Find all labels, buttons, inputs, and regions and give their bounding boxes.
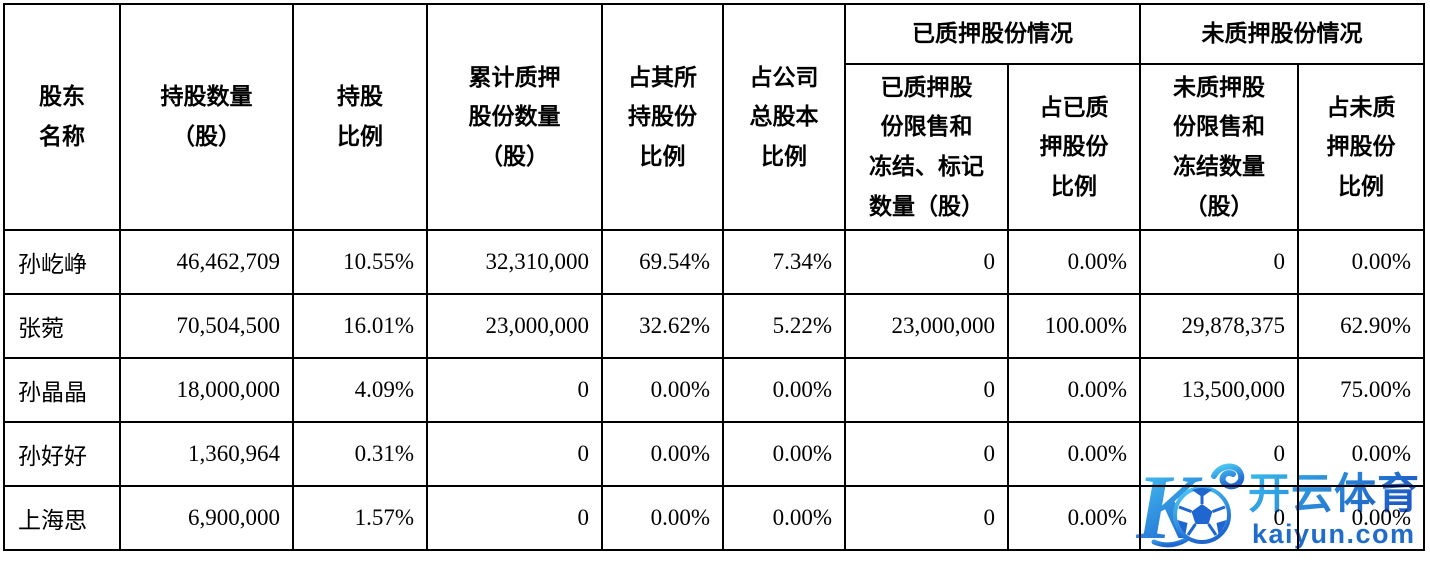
cell-unpledged-restricted-frozen: 13,500,000 — [1139, 357, 1299, 423]
table-header: 股东 名称 持股数量 （股） 持股 比例 累计质押 股份数量 （股） 占其所 持… — [3, 3, 1425, 231]
cell-cumulative-pledged: 0 — [426, 485, 603, 551]
cell-pledged-restricted-frozen: 0 — [844, 421, 1009, 487]
cell-holding-ratio: 16.01% — [292, 293, 428, 359]
cell-pct-of-total-capital: 0.00% — [722, 485, 846, 551]
cell-pct-of-total-capital: 5.22% — [722, 293, 846, 359]
cell-shares-held: 46,462,709 — [119, 229, 294, 295]
cell-pledged-restricted-frozen: 0 — [844, 357, 1009, 423]
cell-pct-of-unpledged: 0.00% — [1297, 421, 1425, 487]
cell-pct-of-total-capital: 7.34% — [722, 229, 846, 295]
cell-pledged-restricted-frozen: 23,000,000 — [844, 293, 1009, 359]
cell-cumulative-pledged: 0 — [426, 357, 603, 423]
cell-holding-ratio: 10.55% — [292, 229, 428, 295]
table-row: 孙屹峥 46,462,709 10.55% 32,310,000 69.54% … — [3, 229, 1425, 295]
header-pct-of-unpledged: 占未质 押股份 比例 — [1297, 63, 1425, 231]
cell-unpledged-restricted-frozen: 29,878,375 — [1139, 293, 1299, 359]
cell-unpledged-restricted-frozen: 0 — [1139, 421, 1299, 487]
cell-cumulative-pledged: 0 — [426, 421, 603, 487]
header-unpledged-restricted-frozen: 未质押股 份限售和 冻结数量 （股） — [1139, 63, 1299, 231]
cell-pct-of-unpledged: 75.00% — [1297, 357, 1425, 423]
header-shareholder-name: 股东 名称 — [3, 3, 121, 231]
table-row: 孙晶晶 18,000,000 4.09% 0 0.00% 0.00% 0 0.0… — [3, 357, 1425, 423]
cell-pledged-restricted-frozen: 0 — [844, 229, 1009, 295]
cell-shareholder-name: 张菀 — [3, 293, 121, 359]
cell-pct-of-unpledged: 0.00% — [1297, 485, 1425, 551]
share-pledge-table: 股东 名称 持股数量 （股） 持股 比例 累计质押 股份数量 （股） 占其所 持… — [3, 3, 1425, 551]
cell-pct-of-total-capital: 0.00% — [722, 421, 846, 487]
header-group-unpledged: 未质押股份情况 — [1139, 3, 1425, 65]
cell-shares-held: 1,360,964 — [119, 421, 294, 487]
cell-pct-of-pledged: 100.00% — [1007, 293, 1141, 359]
cell-pct-of-unpledged: 0.00% — [1297, 229, 1425, 295]
cell-holding-ratio: 4.09% — [292, 357, 428, 423]
cell-shares-held: 70,504,500 — [119, 293, 294, 359]
cell-shareholder-name: 孙晶晶 — [3, 357, 121, 423]
cell-pct-of-own-holdings: 69.54% — [601, 229, 724, 295]
header-shares-held: 持股数量 （股） — [119, 3, 294, 231]
cell-shareholder-name: 上海思 — [3, 485, 121, 551]
header-pct-of-total-capital: 占公司 总股本 比例 — [722, 3, 846, 231]
header-holding-ratio: 持股 比例 — [292, 3, 428, 231]
table-body: 孙屹峥 46,462,709 10.55% 32,310,000 69.54% … — [3, 229, 1425, 551]
cell-shares-held: 6,900,000 — [119, 485, 294, 551]
cell-holding-ratio: 0.31% — [292, 421, 428, 487]
cell-pledged-restricted-frozen: 0 — [844, 485, 1009, 551]
header-pct-of-own-holdings: 占其所 持股份 比例 — [601, 3, 724, 231]
table-row: 上海思 6,900,000 1.57% 0 0.00% 0.00% 0 0.00… — [3, 485, 1425, 551]
header-pct-of-pledged: 占已质 押股份 比例 — [1007, 63, 1141, 231]
cell-holding-ratio: 1.57% — [292, 485, 428, 551]
header-pledged-restricted-frozen: 已质押股 份限售和 冻结、标记 数量（股） — [844, 63, 1009, 231]
table-row: 张菀 70,504,500 16.01% 23,000,000 32.62% 5… — [3, 293, 1425, 359]
cell-unpledged-restricted-frozen: 0 — [1139, 229, 1299, 295]
cell-shareholder-name: 孙好好 — [3, 421, 121, 487]
cell-pct-of-pledged: 0.00% — [1007, 421, 1141, 487]
cell-unpledged-restricted-frozen: 0 — [1139, 485, 1299, 551]
cell-pct-of-own-holdings: 32.62% — [601, 293, 724, 359]
header-group-pledged: 已质押股份情况 — [844, 3, 1141, 65]
cell-pct-of-pledged: 0.00% — [1007, 485, 1141, 551]
cell-pct-of-own-holdings: 0.00% — [601, 421, 724, 487]
header-cumulative-pledged: 累计质押 股份数量 （股） — [426, 3, 603, 231]
cell-shares-held: 18,000,000 — [119, 357, 294, 423]
cell-pct-of-total-capital: 0.00% — [722, 357, 846, 423]
table-row: 孙好好 1,360,964 0.31% 0 0.00% 0.00% 0 0.00… — [3, 421, 1425, 487]
cell-shareholder-name: 孙屹峥 — [3, 229, 121, 295]
cell-cumulative-pledged: 23,000,000 — [426, 293, 603, 359]
cell-cumulative-pledged: 32,310,000 — [426, 229, 603, 295]
cell-pct-of-pledged: 0.00% — [1007, 229, 1141, 295]
cell-pct-of-unpledged: 62.90% — [1297, 293, 1425, 359]
cell-pct-of-own-holdings: 0.00% — [601, 485, 724, 551]
cell-pct-of-pledged: 0.00% — [1007, 357, 1141, 423]
cell-pct-of-own-holdings: 0.00% — [601, 357, 724, 423]
